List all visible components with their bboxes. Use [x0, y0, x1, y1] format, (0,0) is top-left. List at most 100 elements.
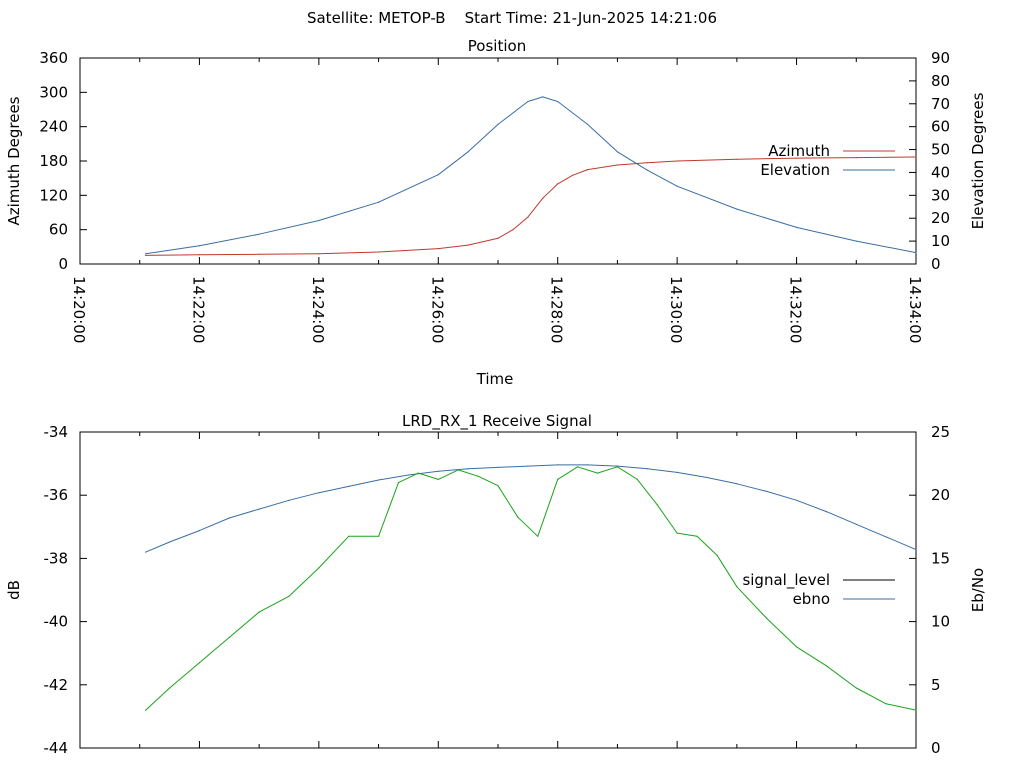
left-tick-label: -44: [44, 739, 69, 757]
azimuth-point: [437, 248, 439, 250]
azimuth-point: [258, 253, 260, 255]
left-tick-label: 120: [39, 186, 68, 204]
left-tick-label: -40: [44, 613, 69, 631]
signal-series: [145, 464, 917, 711]
azimuth-point: [542, 197, 544, 199]
ebno-point: [318, 492, 320, 494]
right-tick-label: 50: [931, 141, 950, 159]
azimuth-point: [512, 229, 514, 231]
azimuth-point: [616, 164, 619, 166]
position-legend: Azimuth Elevation: [760, 142, 895, 179]
right-tick-label: 25: [931, 423, 950, 441]
signal-chart-title: LRD_RX_1 Receive Signal: [402, 412, 592, 431]
elevation-point: [378, 201, 380, 203]
azimuth-point: [145, 254, 147, 256]
left-tick-label: 240: [39, 118, 68, 136]
ebno-point: [198, 530, 200, 532]
legend-elevation-label: Elevation: [760, 161, 830, 179]
right-tick-label: 20: [931, 486, 950, 504]
ebno-point: [407, 474, 409, 476]
elevation-axis-ticks: 0 10 20 30 40 50 60 70 80 90: [909, 49, 950, 273]
azimuth-point: [318, 253, 320, 255]
signal-trace-point: [716, 554, 718, 556]
time-axis-ticks: 14:20:00 14:22:00 14:24:00 14:26:00 14:28:00…: [70, 58, 924, 343]
signal-trace-point: [228, 636, 230, 639]
signal-trace-point: [318, 567, 320, 569]
elevation-point: [676, 185, 678, 187]
right-tick-label: 15: [931, 549, 950, 567]
right-tick-label: 0: [931, 255, 941, 273]
signal-trace-point: [596, 472, 599, 474]
elevation-point: [796, 226, 798, 228]
elevation-point: [437, 174, 439, 176]
left-tick-label: 300: [39, 83, 68, 101]
left-tick-label: -34: [44, 423, 69, 441]
elevation-point: [855, 240, 857, 242]
x-tick-label: 14:32:00: [787, 276, 805, 343]
ebno-point: [676, 471, 678, 473]
right-tick-label: 0: [931, 739, 941, 757]
legend-azimuth-label: Azimuth: [768, 142, 830, 160]
azimuth-point: [378, 251, 380, 253]
ebno-point: [766, 490, 768, 492]
left-tick-label: 0: [58, 255, 68, 273]
azimuth-point: [572, 174, 574, 176]
legend-ebno-label: ebno: [793, 590, 830, 608]
elevation-point: [646, 169, 648, 171]
right-tick-label: 10: [931, 232, 950, 250]
db-axis-label: dB: [5, 580, 23, 600]
signal-trace-point: [696, 535, 698, 537]
right-tick-label: 5: [931, 676, 941, 694]
x-tick-label: 14:24:00: [309, 276, 327, 343]
signal-trace-point: [577, 466, 579, 468]
elevation-point: [616, 151, 619, 153]
signal-trace-point: [766, 617, 768, 620]
right-tick-label: 80: [931, 72, 950, 90]
azimuth-point: [467, 244, 469, 246]
elevation-point: [198, 245, 200, 247]
position-chart: Position 0 60 120 180 240 300 360 0 10 20 30 40 50 6…: [5, 37, 987, 388]
ebno-point: [646, 468, 648, 470]
ebno-axis-label: Eb/No: [969, 568, 987, 612]
ebno-point: [915, 549, 917, 551]
signal-trace-point: [348, 535, 350, 537]
ebno-point: [736, 483, 738, 485]
signal-plot-frame: [79, 431, 917, 749]
elevation-point: [497, 123, 499, 125]
azimuth-point: [587, 169, 589, 171]
azimuth-point: [646, 162, 648, 164]
ebno-point: [145, 551, 147, 553]
figure-title: Satellite: METOP-B Start Time: 21-Jun-20…: [307, 9, 717, 27]
x-tick-label: 14:20:00: [70, 276, 88, 343]
position-chart-title: Position: [468, 37, 526, 55]
elevation-point: [587, 123, 589, 125]
left-tick-label: 360: [39, 49, 68, 67]
left-tick-label: 180: [39, 152, 68, 170]
signal-chart: LRD_RX_1 Receive Signal -44-42-40-38-36-…: [5, 412, 987, 757]
signal-trace-point: [885, 703, 887, 705]
signal-time-ticks: [79, 432, 917, 748]
elevation-axis-label: Elevation Degrees: [969, 92, 987, 229]
right-tick-label: 40: [931, 163, 950, 181]
elevation-point: [915, 252, 917, 254]
signal-trace-point: [656, 504, 658, 506]
right-tick-label: 30: [931, 186, 950, 204]
elevation-point: [557, 100, 559, 103]
ebno-point: [527, 465, 529, 467]
signal-trace-point: [198, 662, 200, 664]
signal-trace-point: [855, 687, 857, 689]
signal-trace-point: [825, 665, 828, 667]
right-tick-label: 20: [931, 209, 950, 227]
elevation-point: [318, 219, 320, 222]
signal-trace-point: [636, 478, 638, 480]
signal-trace-point: [537, 535, 539, 537]
signal-trace-point: [736, 586, 738, 588]
position-series: [145, 96, 917, 256]
signal-trace-point: [417, 472, 419, 474]
signal-trace-point: [497, 485, 499, 487]
signal-legend: signal_level ebno: [742, 571, 895, 608]
x-tick-label: 14:30:00: [667, 276, 685, 343]
elevation-point: [527, 100, 529, 103]
signal-trace-point: [397, 482, 400, 484]
